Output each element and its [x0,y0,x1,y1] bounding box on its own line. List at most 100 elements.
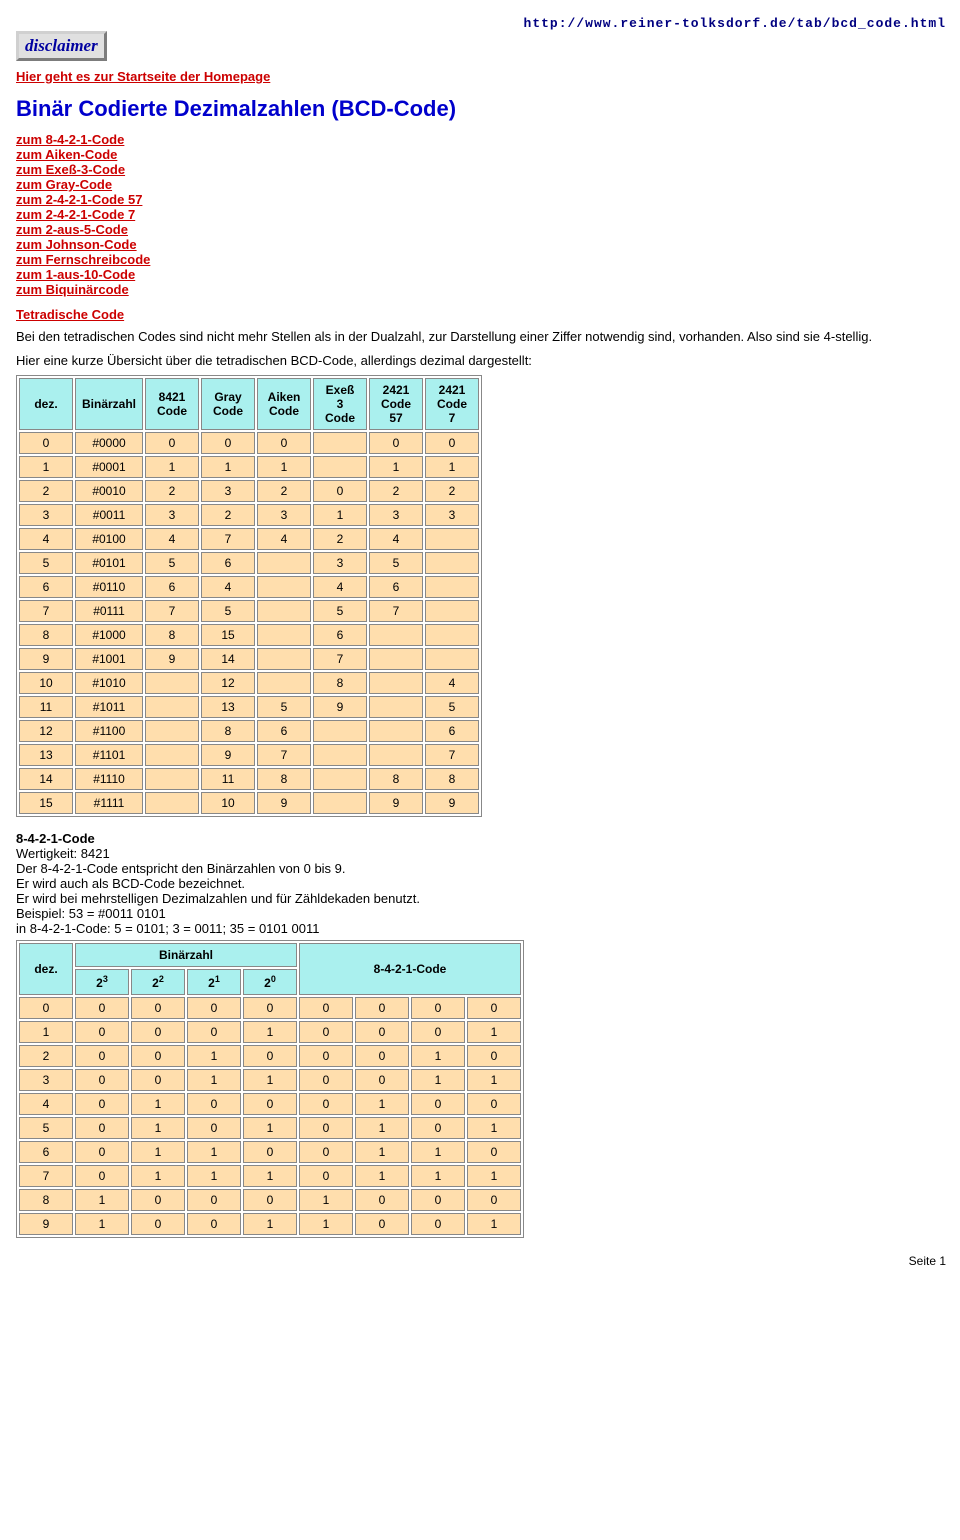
cell: 5 [19,552,73,574]
cell: 1 [131,1117,185,1139]
cell: 5 [257,696,311,718]
cell [257,624,311,646]
disclaimer-badge[interactable]: disclaimer [16,31,107,61]
col-header: AikenCode [257,378,311,430]
cell: 1 [243,1117,297,1139]
cell: 1 [467,1069,521,1091]
cell: 4 [19,528,73,550]
col-header: Exeß3Code [313,378,367,430]
cell: #1001 [75,648,143,670]
cell: 2 [369,480,423,502]
cell: #1011 [75,696,143,718]
cell: 4 [201,576,255,598]
cell: 1 [75,1213,129,1235]
cell: 3 [19,504,73,526]
cell: 8 [19,1189,73,1211]
cell: 0 [355,997,409,1019]
cell: 1 [19,1021,73,1043]
section-8421-heading: 8-4-2-1-Code [16,831,95,846]
cell [425,648,479,670]
cell: 0 [299,1141,353,1163]
cell [257,600,311,622]
cell: 13 [19,744,73,766]
cell: 0 [201,432,255,454]
cell: 2 [19,480,73,502]
cell: 2 [313,528,367,550]
nav-link[interactable]: zum Fernschreibcode [16,252,150,267]
col-header: dez. [19,378,73,430]
cell: 0 [467,1141,521,1163]
cell: 5 [313,600,367,622]
cell: 0 [75,1045,129,1067]
cell: 0 [299,1021,353,1043]
cell: 8 [425,768,479,790]
cell: 1 [201,456,255,478]
col-header: 2421Code7 [425,378,479,430]
cell: 0 [131,1069,185,1091]
cell: 0 [355,1021,409,1043]
cell: 1 [243,1021,297,1043]
cell: 13 [201,696,255,718]
cell: 10 [19,672,73,694]
cell: 1 [425,456,479,478]
cell: 7 [425,744,479,766]
section-8421-body: Wertigkeit: 8421Der 8-4-2-1-Code entspri… [16,846,946,936]
cell: 6 [201,552,255,574]
cell: 0 [243,1189,297,1211]
nav-link[interactable]: zum 8-4-2-1-Code [16,132,124,147]
cell: 4 [313,576,367,598]
cell: 0 [187,1213,241,1235]
cell: #1110 [75,768,143,790]
cell [425,552,479,574]
cell: 0 [355,1189,409,1211]
cell: 1 [467,1213,521,1235]
body-line: Beispiel: 53 = #0011 0101 [16,906,946,921]
cell: 2 [19,1045,73,1067]
cell: 0 [355,1045,409,1067]
cell: 1 [411,1045,465,1067]
cell [257,576,311,598]
page-title: Binär Codierte Dezimalzahlen (BCD-Code) [16,96,946,122]
nav-link[interactable]: zum 2-aus-5-Code [16,222,128,237]
cell: #1000 [75,624,143,646]
nav-link[interactable]: zum Johnson-Code [16,237,137,252]
cell: 1 [369,456,423,478]
cell: 9 [145,648,199,670]
cell: 8 [145,624,199,646]
cell: #1100 [75,720,143,742]
cell: #0010 [75,480,143,502]
cell: 5 [425,696,479,718]
col-header: GrayCode [201,378,255,430]
cell: 0 [187,1093,241,1115]
cell: 1 [187,1045,241,1067]
cell: 0 [131,1189,185,1211]
cell: 9 [19,1213,73,1235]
tetradisch-link[interactable]: Tetradische Code [16,307,124,322]
cell: 1 [411,1069,465,1091]
cell: 7 [145,600,199,622]
cell: 9 [369,792,423,814]
cell [369,696,423,718]
cell: 0 [243,1141,297,1163]
col-header: Binärzahl [75,378,143,430]
nav-link[interactable]: zum 1-aus-10-Code [16,267,135,282]
nav-link[interactable]: zum Exeß-3-Code [16,162,125,177]
cell: 9 [313,696,367,718]
cell: 1 [187,1141,241,1163]
cell: 15 [201,624,255,646]
cell: 3 [257,504,311,526]
cell [369,624,423,646]
nav-link[interactable]: zum Aiken-Code [16,147,117,162]
cell [369,648,423,670]
home-link[interactable]: Hier geht es zur Startseite der Homepage [16,69,270,84]
cell [145,672,199,694]
cell [145,744,199,766]
body-line: Der 8-4-2-1-Code entspricht den Binärzah… [16,861,946,876]
cell: 0 [313,480,367,502]
cell: 3 [369,504,423,526]
nav-link[interactable]: zum 2-4-2-1-Code 7 [16,207,135,222]
nav-link[interactable]: zum 2-4-2-1-Code 57 [16,192,142,207]
cell: 4 [19,1093,73,1115]
nav-link[interactable]: zum Biquinärcode [16,282,129,297]
nav-link[interactable]: zum Gray-Code [16,177,112,192]
